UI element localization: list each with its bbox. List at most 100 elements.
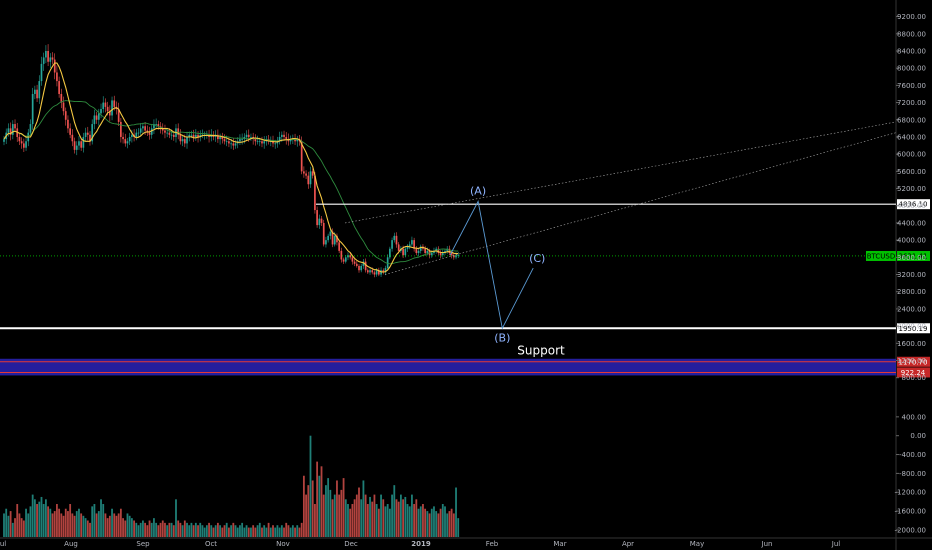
candle-body bbox=[153, 124, 155, 129]
volume-bar bbox=[362, 480, 365, 537]
candle-body bbox=[84, 132, 87, 137]
volume-bar bbox=[219, 525, 221, 537]
volume-bar bbox=[329, 489, 332, 537]
time-tick-label: Dec bbox=[344, 540, 358, 548]
volume-bar bbox=[139, 522, 142, 537]
candle-body bbox=[150, 128, 153, 135]
candle-body bbox=[97, 113, 100, 120]
candle-body bbox=[349, 255, 352, 258]
candle-body bbox=[113, 100, 116, 107]
candle-body bbox=[272, 141, 274, 144]
volume-bar bbox=[29, 506, 32, 537]
candle-body bbox=[241, 139, 243, 140]
candle-body bbox=[245, 134, 248, 137]
volume-tick-label: -1200.00 bbox=[895, 489, 926, 497]
candle-body bbox=[106, 106, 109, 112]
fast-moving-average-line bbox=[3, 62, 459, 273]
volume-bar bbox=[11, 522, 14, 537]
volume-bar bbox=[247, 527, 250, 537]
candle-body bbox=[164, 130, 166, 133]
price-tick-label: 1200.00 bbox=[897, 357, 926, 365]
candle-body bbox=[177, 128, 180, 135]
candle-body bbox=[155, 124, 157, 125]
volume-tick-label: 0.00 bbox=[910, 432, 926, 440]
candle-body bbox=[391, 240, 393, 249]
volume-bar bbox=[408, 506, 411, 537]
candle-body bbox=[417, 250, 420, 254]
candle-body bbox=[80, 141, 83, 148]
candle-body bbox=[289, 139, 292, 142]
time-tick-label: Jul bbox=[0, 540, 6, 548]
candle-body bbox=[327, 235, 329, 241]
volume-bar bbox=[168, 522, 171, 537]
candle-body bbox=[71, 134, 74, 142]
volume-bar bbox=[119, 508, 122, 537]
volume-bar bbox=[93, 504, 96, 537]
candle-body bbox=[250, 136, 252, 138]
candle-body bbox=[144, 126, 146, 131]
candle-body bbox=[20, 141, 23, 144]
price-tick-label: 2800.00 bbox=[897, 288, 926, 296]
volume-bar bbox=[294, 527, 296, 537]
volume-bar bbox=[377, 508, 380, 537]
candle-body bbox=[283, 134, 285, 137]
price-tick-label: 2000.00 bbox=[897, 323, 926, 331]
support-band: 1170.70 922.24 bbox=[0, 356, 930, 378]
volume-bar bbox=[170, 522, 173, 537]
candle-body bbox=[78, 141, 80, 146]
candle-body bbox=[172, 134, 175, 137]
time-tick-label: 2019 bbox=[411, 540, 431, 548]
volume-bar bbox=[133, 520, 135, 537]
volume-bar bbox=[417, 508, 420, 537]
volume-bar bbox=[393, 485, 396, 537]
price-tick-label: 9200.00 bbox=[897, 13, 926, 21]
candle-body bbox=[364, 261, 367, 271]
volume-bar bbox=[241, 522, 244, 537]
candle-body bbox=[197, 134, 199, 137]
candle-body bbox=[380, 270, 382, 275]
volume-bar bbox=[67, 511, 69, 537]
volume-bar bbox=[450, 508, 453, 537]
candle-body bbox=[386, 257, 389, 269]
candle-body bbox=[300, 141, 303, 172]
price-tick-label: 2400.00 bbox=[897, 305, 926, 313]
volume-bar bbox=[190, 522, 193, 537]
volume-bar bbox=[300, 522, 303, 537]
volume-bar bbox=[212, 527, 215, 537]
lower-trendline bbox=[384, 132, 897, 275]
volume-bar bbox=[203, 527, 206, 537]
volume-bar bbox=[82, 515, 85, 537]
volume-bar bbox=[318, 475, 321, 537]
candle-body bbox=[331, 231, 334, 245]
candle-body bbox=[406, 246, 409, 249]
candle-body bbox=[188, 134, 191, 137]
candle-body bbox=[181, 139, 184, 142]
time-tick-label: Jun bbox=[761, 540, 773, 548]
price-tick-label: 6800.00 bbox=[897, 116, 926, 124]
price-tick-label: 8400.00 bbox=[897, 47, 926, 55]
candle-body bbox=[373, 272, 376, 275]
candle-body bbox=[135, 132, 138, 137]
price-tick-label: 8000.00 bbox=[897, 65, 926, 73]
volume-bar bbox=[287, 525, 290, 537]
volume-bar bbox=[278, 527, 281, 537]
volume-tick-label: -1600.00 bbox=[895, 508, 926, 516]
volume-bar bbox=[351, 504, 354, 537]
volume-bar bbox=[342, 478, 345, 537]
price-tick-label: 1600.00 bbox=[897, 340, 926, 348]
candle-body bbox=[186, 136, 188, 144]
volume-bar bbox=[276, 525, 279, 537]
volume-bar bbox=[194, 522, 197, 537]
volume-bar bbox=[27, 513, 30, 537]
volume-bar bbox=[265, 527, 268, 537]
candle-body bbox=[223, 139, 226, 142]
wave-label: (B) bbox=[494, 331, 510, 344]
price-axis: 9200.00 8800.00 8400.00 8000.00 7600.00 7200.… bbox=[896, 13, 926, 382]
candle-body bbox=[95, 115, 98, 120]
volume-bar bbox=[446, 513, 449, 537]
volume-bar bbox=[225, 522, 228, 537]
slow-moving-average-line bbox=[3, 100, 459, 265]
volume-bar bbox=[86, 520, 89, 537]
